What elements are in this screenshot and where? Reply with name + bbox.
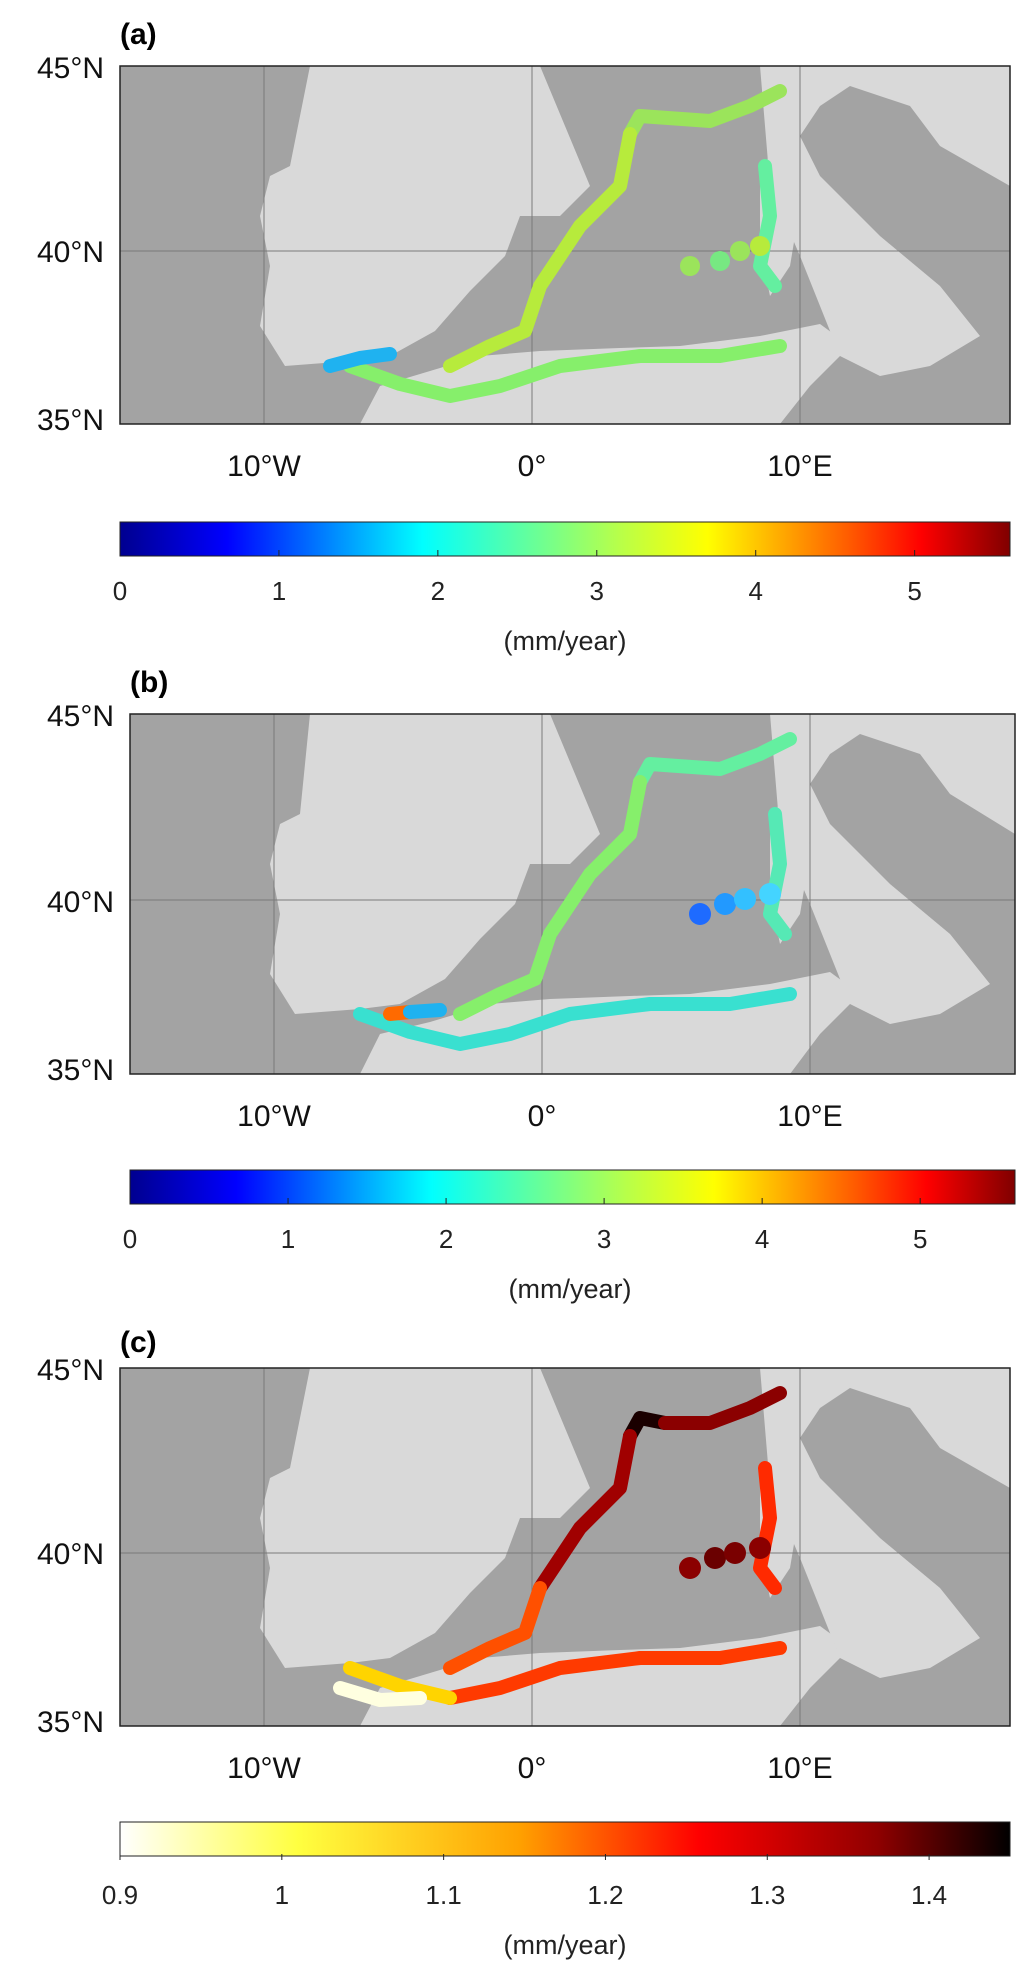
map-frame-b bbox=[129, 713, 1016, 1075]
colorbar-tick-label: 0 bbox=[123, 1224, 137, 1254]
colorbar-c bbox=[119, 1821, 1011, 1857]
lon-label-10e: 10°E bbox=[767, 450, 832, 483]
colorbar-tick-label: 0 bbox=[113, 576, 127, 606]
lon-label-10e: 10°E bbox=[777, 1100, 842, 1133]
lon-label-10w: 10°W bbox=[227, 1752, 301, 1785]
colorbar-tick-label: 4 bbox=[748, 576, 762, 606]
lat-label-35: 35°N bbox=[37, 404, 104, 437]
colorbar-unit-b: (mm/year) bbox=[509, 1274, 632, 1304]
lat-label-45: 45°N bbox=[37, 1354, 104, 1387]
track-segment-south bbox=[343, 339, 787, 403]
lat-label-40: 40°N bbox=[37, 236, 104, 269]
colorbar-tick-label: 0.9 bbox=[102, 1880, 138, 1910]
track-segment-west-coast bbox=[443, 127, 637, 373]
lat-label-35: 35°N bbox=[47, 1054, 114, 1087]
colorbar-tick-label: 5 bbox=[913, 1224, 927, 1254]
colorbar-tick-label: 3 bbox=[590, 576, 604, 606]
colorbar-tick-label: 1 bbox=[272, 576, 286, 606]
colorbar-tick-label: 4 bbox=[755, 1224, 769, 1254]
map-panel-b: (b) 45°N 40°N 35°N 10°W 0° bbox=[47, 666, 1016, 1304]
colorbar-ticks-c: 0.9 1 1.1 1.2 1.3 1.4 bbox=[102, 1854, 947, 1910]
map-border bbox=[129, 713, 1016, 1075]
land-italy bbox=[760, 66, 1010, 376]
colorbar-tick-label: 1.2 bbox=[587, 1880, 623, 1910]
lon-label-10w: 10°W bbox=[227, 450, 301, 483]
land-italy bbox=[760, 1368, 1010, 1678]
land-iberia-france bbox=[270, 714, 600, 1014]
track-points-c bbox=[333, 1386, 787, 1707]
land-iberia-france bbox=[260, 1368, 590, 1668]
colorbar-tick-label: 1 bbox=[275, 1880, 289, 1910]
panel-label-c: (c) bbox=[120, 1326, 157, 1359]
colorbar-tick-label: 5 bbox=[907, 576, 921, 606]
land-iberia-france bbox=[260, 66, 590, 366]
lat-label-45: 45°N bbox=[47, 700, 114, 733]
colorbar-tick-label: 3 bbox=[597, 1224, 611, 1254]
map-frame-a bbox=[119, 65, 1011, 425]
colorbar-tick-label: 1.4 bbox=[911, 1880, 947, 1910]
lon-label-0: 0° bbox=[518, 1752, 547, 1785]
colorbar-tick-label: 1 bbox=[281, 1224, 295, 1254]
colorbar-tick-label: 1.3 bbox=[749, 1880, 785, 1910]
colorbar-ticks-b: 0 1 2 3 4 5 bbox=[123, 1198, 927, 1254]
track-segment-gibraltar bbox=[323, 347, 397, 373]
map-panel-a: (a) 45°N bbox=[37, 18, 1011, 656]
panel-label-b: (b) bbox=[130, 666, 168, 699]
map-panel-c: (c) 45°N 40°N 35 bbox=[37, 1326, 1011, 1960]
lat-label-40: 40°N bbox=[47, 886, 114, 919]
panel-label-a: (a) bbox=[120, 18, 157, 51]
colorbar-tick-label: 2 bbox=[431, 576, 445, 606]
track-islands-b bbox=[689, 883, 781, 925]
lat-label-45: 45°N bbox=[37, 52, 104, 85]
colorbar-a bbox=[119, 521, 1011, 557]
colorbar-tick-label: 1.1 bbox=[426, 1880, 462, 1910]
map-border bbox=[119, 65, 1011, 425]
colorbar-unit-a: (mm/year) bbox=[504, 626, 627, 656]
track-islands-c bbox=[679, 1537, 771, 1579]
map-frame-c bbox=[119, 1367, 1011, 1727]
track-islands-a bbox=[680, 236, 770, 276]
colorbar-b bbox=[129, 1169, 1016, 1205]
track-segment-north bbox=[623, 84, 787, 141]
lat-label-40: 40°N bbox=[37, 1538, 104, 1571]
colorbar-ticks-a: 0 1 2 3 4 5 bbox=[113, 550, 922, 606]
lat-label-35: 35°N bbox=[37, 1706, 104, 1739]
colorbar-tick-label: 2 bbox=[439, 1224, 453, 1254]
lon-label-0: 0° bbox=[518, 450, 547, 483]
lon-label-0: 0° bbox=[528, 1100, 557, 1133]
lon-label-10e: 10°E bbox=[767, 1752, 832, 1785]
colorbar-unit-c: (mm/year) bbox=[504, 1930, 627, 1960]
lon-label-10w: 10°W bbox=[237, 1100, 311, 1133]
map-border bbox=[119, 1367, 1011, 1727]
land-italy bbox=[770, 714, 1015, 1024]
